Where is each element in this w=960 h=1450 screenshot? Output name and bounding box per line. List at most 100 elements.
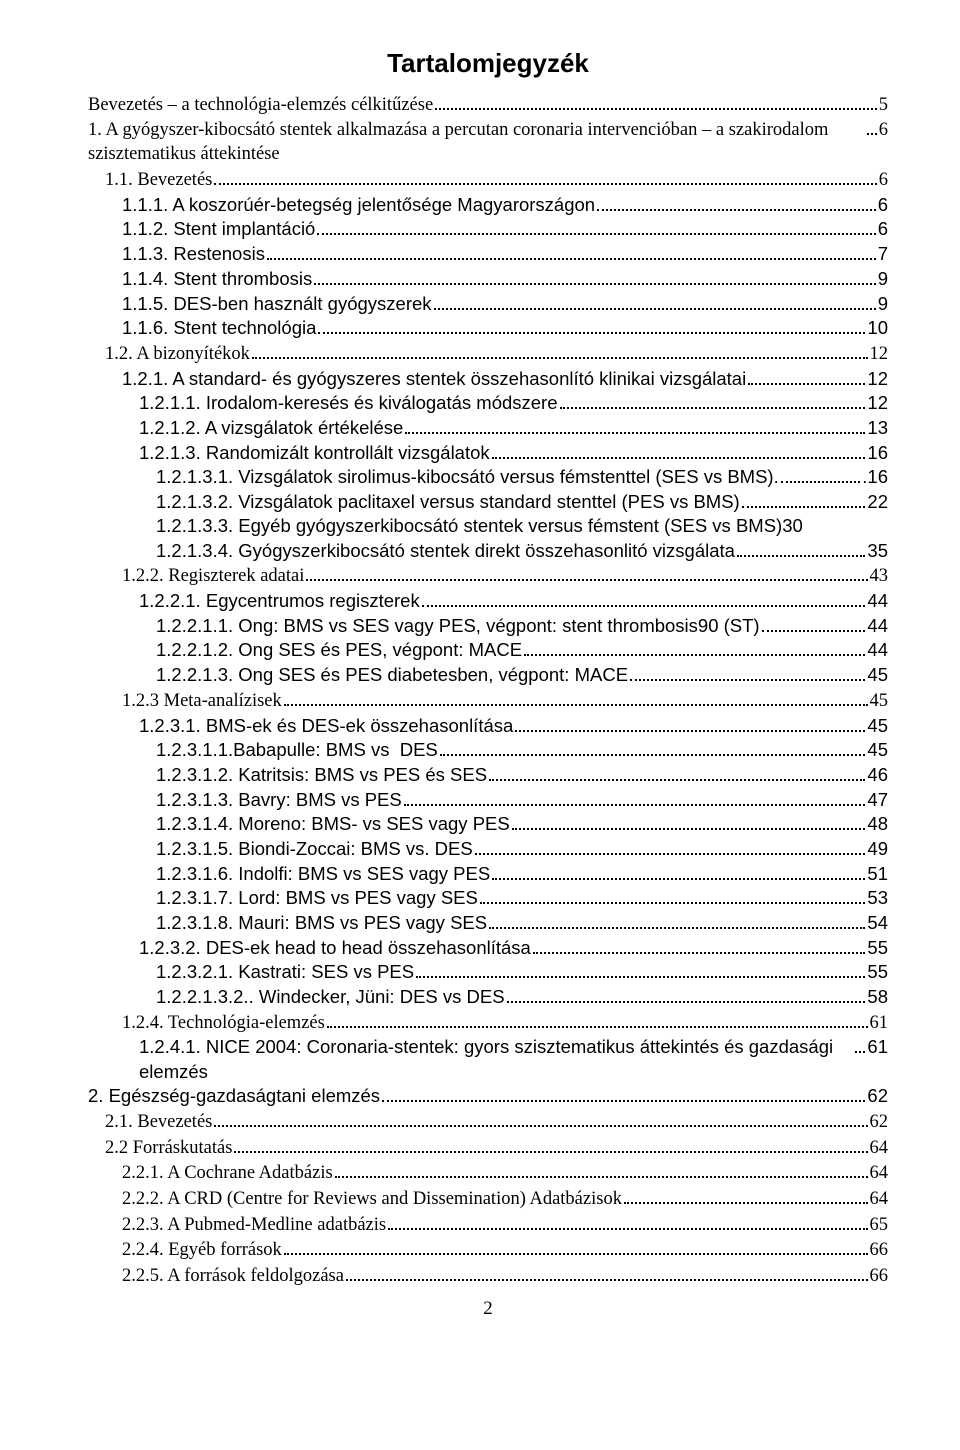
toc-leader-dots — [475, 836, 866, 855]
toc-leader-dots — [480, 886, 866, 905]
toc-entry-label: 1.2.1.3.1. Vizsgálatok sirolimus-kibocsá… — [156, 465, 779, 489]
toc-entry-label: 1.2.3.1.2. Katritsis: BMS vs PES és SES — [156, 763, 487, 787]
toc-entry-label: 2.2.3. A Pubmed-Medline adatbázis — [122, 1213, 386, 1237]
toc-entry: 1.1.3. Restenosis7 — [88, 241, 888, 266]
toc-entry: 2.2.3. A Pubmed-Medline adatbázis65 — [88, 1211, 888, 1237]
toc-entry: 1.1. Bevezetés 6 — [88, 166, 888, 192]
toc-entry-page: 53 — [867, 886, 888, 910]
toc-leader-dots — [252, 340, 868, 359]
toc-entry: 1.2.1.2. A vizsgálatok értékelése 13 — [88, 415, 888, 440]
toc-entry-page: 66 — [870, 1264, 889, 1288]
toc-entry: 1.2.1.3.4. Gyógyszerkibocsátó stentek di… — [88, 538, 888, 563]
toc-entry: 1.2.1.3.1. Vizsgálatok sirolimus-kibocsá… — [88, 465, 888, 490]
toc-entry-label: 1.2.2.1. Egycentrumos regiszterek — [139, 589, 420, 613]
toc-entry-label: 1.2.2.1.1. Ong: BMS vs SES vagy PES, vég… — [156, 614, 760, 638]
toc-entry-page: 62 — [867, 1084, 888, 1108]
toc-leader-dots — [512, 812, 866, 831]
toc-leader-dots — [742, 489, 866, 508]
toc-entry: 1.2.1.3.2. Vizsgálatok paclitaxel versus… — [88, 489, 888, 514]
toc-entry-label: 1.2.3.2. DES-ek head to head összehasonl… — [139, 936, 531, 960]
toc-entry: 1.2.3.1. BMS-ek és DES-ek összehasonlítá… — [88, 713, 888, 738]
toc-entry-label: 1.1.6. Stent technológia — [122, 316, 316, 340]
toc-entry-page: 45 — [867, 663, 888, 687]
toc-entry: 1.2.3.1.2. Katritsis: BMS vs PES és SES4… — [88, 762, 888, 787]
toc-entry-label: 1.2. A bizonyítékok — [105, 342, 250, 366]
toc-entry-page: 13 — [867, 416, 888, 440]
toc-entry-label: 1.2.3.1.1.Babapulle: BMS vs DES — [156, 738, 438, 762]
toc-entry-label: 1.2.3.1.8. Mauri: BMS vs PES vagy SES — [156, 911, 487, 935]
toc-entry-page: 9 — [878, 292, 888, 316]
toc-leader-dots — [214, 1108, 867, 1127]
toc-entry: 1. A gyógyszer-kibocsátó stentek alkalma… — [88, 117, 888, 167]
toc-entry-label: 1.2.4. Technológia-elemzés — [122, 1011, 325, 1035]
document-page: Tartalomjegyzék Bevezetés – a technológi… — [0, 0, 960, 1340]
toc-entry-page: 16 — [867, 441, 888, 465]
toc-entry: 1.2.3.1.1.Babapulle: BMS vs DES 45 — [88, 738, 888, 763]
toc-entry-page: 10 — [867, 316, 888, 340]
page-number: 2 — [88, 1298, 888, 1320]
toc-leader-dots — [489, 762, 865, 781]
toc-entry-label: 1.2.1.2. A vizsgálatok értékelése — [139, 416, 403, 440]
toc-leader-dots — [314, 266, 875, 285]
toc-entry: 1.2.2.1.1. Ong: BMS vs SES vagy PES, vég… — [88, 613, 888, 638]
toc-leader-dots — [533, 935, 866, 954]
toc-entry: 1.2.1. A standard- és gyógyszeres stente… — [88, 366, 888, 391]
toc-entry-page: 12 — [870, 342, 889, 366]
toc-entry-label: 1.1. Bevezetés — [105, 168, 212, 192]
toc-entry-page: 61 — [867, 1035, 888, 1059]
toc-entry: 2.2.1. A Cochrane Adatbázis64 — [88, 1160, 888, 1186]
toc-leader-dots — [404, 787, 866, 806]
toc-entry-label: 2. Egészség-gazdaságtani elemzés — [88, 1084, 380, 1108]
toc-leader-dots — [382, 1084, 865, 1103]
toc-leader-dots — [597, 192, 876, 211]
toc-entry-label: 1.2.4.1. NICE 2004: Coronaria-stentek: g… — [139, 1035, 853, 1083]
toc-leader-dots — [630, 663, 865, 682]
toc-leader-dots — [624, 1185, 868, 1204]
toc-entry: 1.2.3.2.1. Kastrati: SES vs PES55 — [88, 960, 888, 985]
toc-leader-dots — [440, 738, 866, 757]
toc-entry-label: 1.2.1.3. Randomizált kontrollált vizsgál… — [139, 441, 490, 465]
toc-entry-page: 12 — [867, 367, 888, 391]
toc-entry: 1.2.2. Regiszterek adatai43 — [88, 563, 888, 589]
toc-list: Bevezetés – a technológia-elemzés célkit… — [88, 91, 888, 1288]
toc-entry-label: 2.2.4. Egyéb források — [122, 1238, 282, 1262]
toc-entry-label: 1.2.2. Regiszterek adatai — [122, 564, 304, 588]
toc-entry-label: 1.2.3.2.1. Kastrati: SES vs PES — [156, 960, 414, 984]
toc-entry-label: 2.1. Bevezetés — [105, 1110, 212, 1134]
toc-entry: 1.2.3.1.3. Bavry: BMS vs PES47 — [88, 787, 888, 812]
toc-leader-dots — [867, 117, 877, 136]
toc-entry-page: 62 — [870, 1110, 889, 1134]
toc-entry: 2.2.5. A források feldolgozása 66 — [88, 1262, 888, 1288]
toc-entry-page: 58 — [867, 985, 888, 1009]
toc-entry-page: 12 — [867, 391, 888, 415]
toc-leader-dots — [234, 1134, 867, 1153]
toc-entry: 1.2.3.1.5. Biondi-Zoccai: BMS vs. DES49 — [88, 836, 888, 861]
toc-entry: 1.2.1.3. Randomizált kontrollált vizsgál… — [88, 440, 888, 465]
toc-entry-label: 1.2.3.1.4. Moreno: BMS- vs SES vagy PES — [156, 812, 510, 836]
toc-entry-label: 1. A gyógyszer-kibocsátó stentek alkalma… — [88, 118, 865, 166]
toc-entry-label: 2.2.5. A források feldolgozása — [122, 1264, 344, 1288]
toc-entry: 1.2.2.1.3.2.. Windecker, Jüni: DES vs DE… — [88, 984, 888, 1009]
toc-entry: 1.2.1.3.3. Egyéb gyógyszerkibocsátó sten… — [88, 514, 888, 538]
toc-entry-label: 1.2.3.1.3. Bavry: BMS vs PES — [156, 788, 402, 812]
toc-entry-page: 6 — [879, 168, 888, 192]
toc-entry: 1.1.6. Stent technológia 10 — [88, 316, 888, 341]
toc-leader-dots — [781, 465, 861, 484]
toc-entry-label: 1.2.3.1.5. Biondi-Zoccai: BMS vs. DES — [156, 837, 473, 861]
toc-entry-label: 1.2.2.1.3. Ong SES és PES diabetesben, v… — [156, 663, 628, 687]
toc-entry-label: 2.2 Forráskutatás — [105, 1136, 232, 1160]
toc-entry: 1.1.4. Stent thrombosis 9 — [88, 266, 888, 291]
toc-entry: 1.2.2.1. Egycentrumos regiszterek44 — [88, 588, 888, 613]
toc-entry-page: 66 — [870, 1238, 889, 1262]
toc-entry-label: 1.1.4. Stent thrombosis — [122, 267, 312, 291]
toc-leader-dots — [284, 687, 868, 706]
toc-leader-dots — [515, 713, 865, 732]
toc-entry-page: 45 — [867, 738, 888, 762]
toc-entry-page: 45 — [867, 714, 888, 738]
toc-leader-dots — [388, 1211, 867, 1230]
toc-entry: 1.2.2.1.3. Ong SES és PES diabetesben, v… — [88, 663, 888, 688]
toc-entry: 1.2.2.1.2. Ong SES és PES, végpont: MACE… — [88, 638, 888, 663]
toc-entry-page: 9 — [878, 267, 888, 291]
toc-entry: 1.2.4.1. NICE 2004: Coronaria-stentek: g… — [88, 1035, 888, 1084]
toc-entry: 2.2 Forráskutatás64 — [88, 1134, 888, 1160]
